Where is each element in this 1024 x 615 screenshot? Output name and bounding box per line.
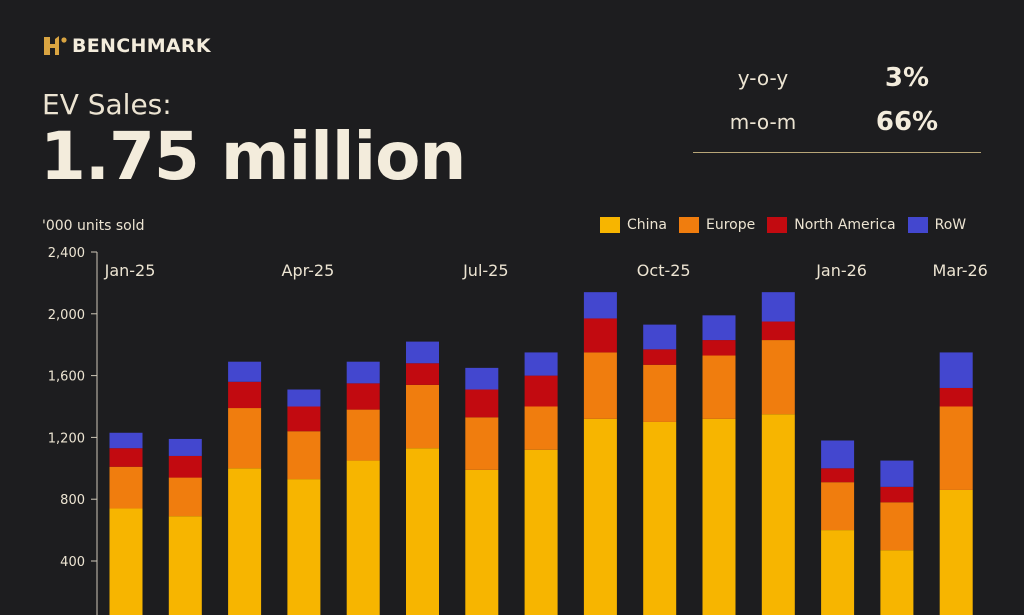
bar-segment-north-america xyxy=(761,321,795,341)
bar-segment-china xyxy=(287,479,321,615)
bar-segment-europe xyxy=(880,502,914,551)
bar-segment-china xyxy=(761,414,795,615)
growth-stats: y-o-y 3% m-o-m 66% xyxy=(693,56,981,153)
bar-segment-north-america xyxy=(880,486,914,503)
legend-swatch-row xyxy=(907,217,928,233)
bar-segment-north-america xyxy=(583,318,617,353)
bar-segment-north-america xyxy=(287,406,321,432)
bar-segment-north-america xyxy=(406,363,439,385)
bar-segment-row xyxy=(287,389,321,407)
y-tick-label: 400 xyxy=(60,555,85,570)
legend-swatch-north-america xyxy=(767,217,788,233)
legend-item-china: China xyxy=(600,217,667,233)
bar-segment-north-america xyxy=(821,468,855,483)
bar-segment-europe xyxy=(583,352,617,419)
bar-segment-north-america xyxy=(168,455,202,478)
bar-segment-europe xyxy=(702,355,736,419)
legend-item-row: RoW xyxy=(907,217,967,233)
brand-name: BENCHMARK xyxy=(72,35,211,57)
bar-segment-north-america xyxy=(524,375,558,407)
bar-segment-europe xyxy=(346,409,380,461)
bar-segment-china xyxy=(406,448,439,615)
bar-segment-china xyxy=(228,468,262,615)
bar-segment-north-america xyxy=(643,349,677,365)
bar-segment-europe xyxy=(761,340,795,415)
bar-segment-north-america xyxy=(465,389,499,418)
bar-segment-row xyxy=(228,361,262,382)
bar-segment-row xyxy=(406,341,439,364)
bar-segment-china xyxy=(465,469,499,615)
total-sales-figure: 1.75 million xyxy=(40,118,466,195)
bar-segment-row xyxy=(524,352,558,376)
bar-segment-row xyxy=(821,440,855,469)
chart-legend: China Europe North America RoW xyxy=(600,217,978,233)
mom-value: 66% xyxy=(875,107,939,137)
bar-segment-europe xyxy=(109,466,143,509)
y-tick-label: 800 xyxy=(60,493,85,508)
bar-segment-north-america xyxy=(346,383,380,410)
x-tick-label: Mar-26 xyxy=(933,261,988,280)
legend-swatch-europe xyxy=(679,217,699,233)
legend-item-north-america: North America xyxy=(767,217,896,233)
bar-segment-row xyxy=(761,292,795,322)
bar-segment-row xyxy=(643,324,677,350)
bar-segment-row xyxy=(168,438,202,456)
y-tick-label: 1,200 xyxy=(48,431,85,446)
bar-segment-north-america xyxy=(939,387,973,407)
bar-segment-row xyxy=(939,352,973,388)
bar-segment-china xyxy=(109,508,143,615)
bar-segment-europe xyxy=(821,482,855,531)
x-tick-label: Jan-26 xyxy=(815,261,867,280)
bar-segment-china xyxy=(524,449,558,615)
bar-segment-europe xyxy=(168,477,202,517)
legend-label-europe: Europe xyxy=(706,217,756,233)
bar-segment-china xyxy=(702,418,736,615)
bar-segment-north-america xyxy=(702,340,736,356)
bar-segment-europe xyxy=(406,384,439,449)
y-tick-label: 1,600 xyxy=(48,370,85,385)
bar-segment-row xyxy=(583,292,617,319)
legend-label-china: China xyxy=(627,217,667,233)
brand-logo: BENCHMARK xyxy=(42,34,211,58)
bar-segment-row xyxy=(109,432,143,449)
bar-segment-north-america xyxy=(109,448,143,467)
bar-segment-china xyxy=(939,489,973,615)
bar-segment-china xyxy=(821,530,855,615)
bar-segment-europe xyxy=(939,406,973,490)
y-tick-label: 2,000 xyxy=(48,308,85,323)
bar-segment-china xyxy=(583,418,617,615)
legend-swatch-china xyxy=(600,217,620,233)
legend-item-europe: Europe xyxy=(679,217,755,233)
bar-segment-china xyxy=(643,421,677,615)
stat-row-mom: m-o-m 66% xyxy=(693,100,981,144)
headline: EV Sales: xyxy=(42,88,172,121)
bar-segment-china xyxy=(880,550,914,615)
legend-label-row: RoW xyxy=(934,217,967,233)
y-tick-label: 2,400 xyxy=(48,246,85,261)
y-axis-label: '000 units sold xyxy=(42,218,145,234)
bar-segment-europe xyxy=(524,406,558,450)
bar-segment-europe xyxy=(228,408,262,469)
bar-segment-row xyxy=(346,361,380,384)
stat-row-yoy: y-o-y 3% xyxy=(693,56,981,100)
bar-segment-europe xyxy=(465,417,499,470)
benchmark-logo-icon xyxy=(44,36,67,55)
bar-segment-china xyxy=(168,516,202,615)
bar-segment-north-america xyxy=(228,381,262,409)
bar-segment-row xyxy=(465,367,499,390)
legend-label-north-america: North America xyxy=(794,217,896,233)
bar-segment-row xyxy=(880,460,914,487)
x-tick-label: Jul-25 xyxy=(462,261,508,280)
yoy-value: 3% xyxy=(884,63,930,93)
mom-label: m-o-m xyxy=(729,110,797,134)
bar-segment-china xyxy=(346,460,380,615)
x-tick-label: Oct-25 xyxy=(637,261,691,280)
bar-segment-europe xyxy=(643,364,677,422)
x-tick-label: Apr-25 xyxy=(282,261,335,280)
bar-segment-row xyxy=(702,315,736,341)
yoy-label: y-o-y xyxy=(737,66,789,90)
bar-segment-europe xyxy=(287,431,321,480)
x-tick-label: Jan-25 xyxy=(104,261,156,280)
